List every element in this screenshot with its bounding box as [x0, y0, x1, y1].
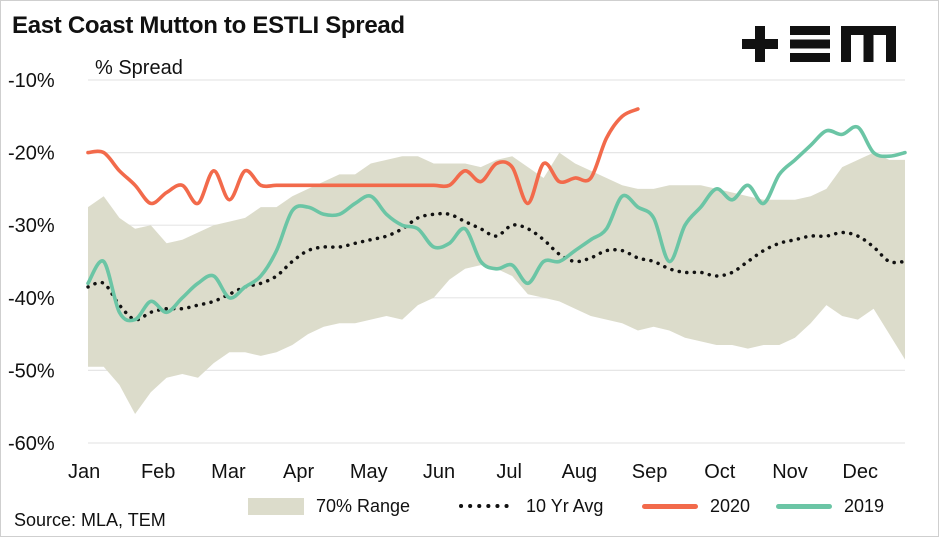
legend-swatch-2019 [776, 503, 832, 509]
x-tick-label: May [350, 461, 388, 483]
legend-label-2020: 2020 [710, 495, 751, 516]
x-tick-label: Nov [772, 461, 808, 483]
y-axis-label: % Spread [95, 57, 183, 79]
y-tick-label: -20% [8, 143, 55, 165]
chart-title: East Coast Mutton to ESTLI Spread [12, 12, 405, 39]
x-tick-label: Apr [283, 461, 314, 483]
series-line-2020 [86, 107, 640, 206]
x-tick-label: Jan [68, 461, 100, 483]
legend-label-2019: 2019 [844, 495, 885, 516]
legend-label-avg: 10 Yr Avg [526, 495, 604, 516]
range-band-layer [88, 152, 905, 414]
x-tick-label: Aug [562, 461, 598, 483]
series-line-10yr-avg [86, 211, 907, 322]
legend-item-range: 70% Range [248, 492, 410, 520]
x-tick-labels: Jan Feb Mar Apr May Jun Jul Aug Sep Oct Nov Dec [68, 461, 878, 483]
range-band [88, 152, 905, 414]
x-tick-label: Dec [842, 461, 878, 483]
legend-swatch-range [248, 497, 304, 515]
x-tick-label: Jul [496, 461, 522, 483]
legend-item-avg: 10 Yr Avg [458, 492, 603, 520]
y-tick-labels: -10% -20% -30% -40% -50% -60% [8, 70, 55, 455]
x-tick-label: Feb [141, 461, 175, 483]
y-tick-label: -10% [8, 70, 55, 92]
legend-swatch-2020 [642, 503, 698, 509]
tem-logo [742, 26, 896, 62]
y-tick-label: -40% [8, 288, 55, 310]
legend-item-2019: 2019 [776, 492, 884, 520]
legend-swatch-avg [459, 504, 514, 508]
x-tick-label: Sep [632, 461, 668, 483]
legend: 70% Range 10 Yr Avg 2020 2019 [248, 492, 908, 520]
x-tick-label: Mar [211, 461, 246, 483]
legend-item-2020: 2020 [642, 492, 750, 520]
legend-label-range: 70% Range [316, 495, 411, 516]
x-tick-label: Jun [423, 461, 455, 483]
series-line-2019 [86, 124, 907, 323]
source-note: Source: MLA, TEM [14, 510, 166, 530]
series-lines-layer [86, 107, 907, 323]
x-tick-label: Oct [704, 461, 736, 483]
y-tick-label: -50% [8, 360, 55, 382]
y-tick-label: -30% [8, 215, 55, 237]
y-tick-label: -60% [8, 433, 55, 455]
